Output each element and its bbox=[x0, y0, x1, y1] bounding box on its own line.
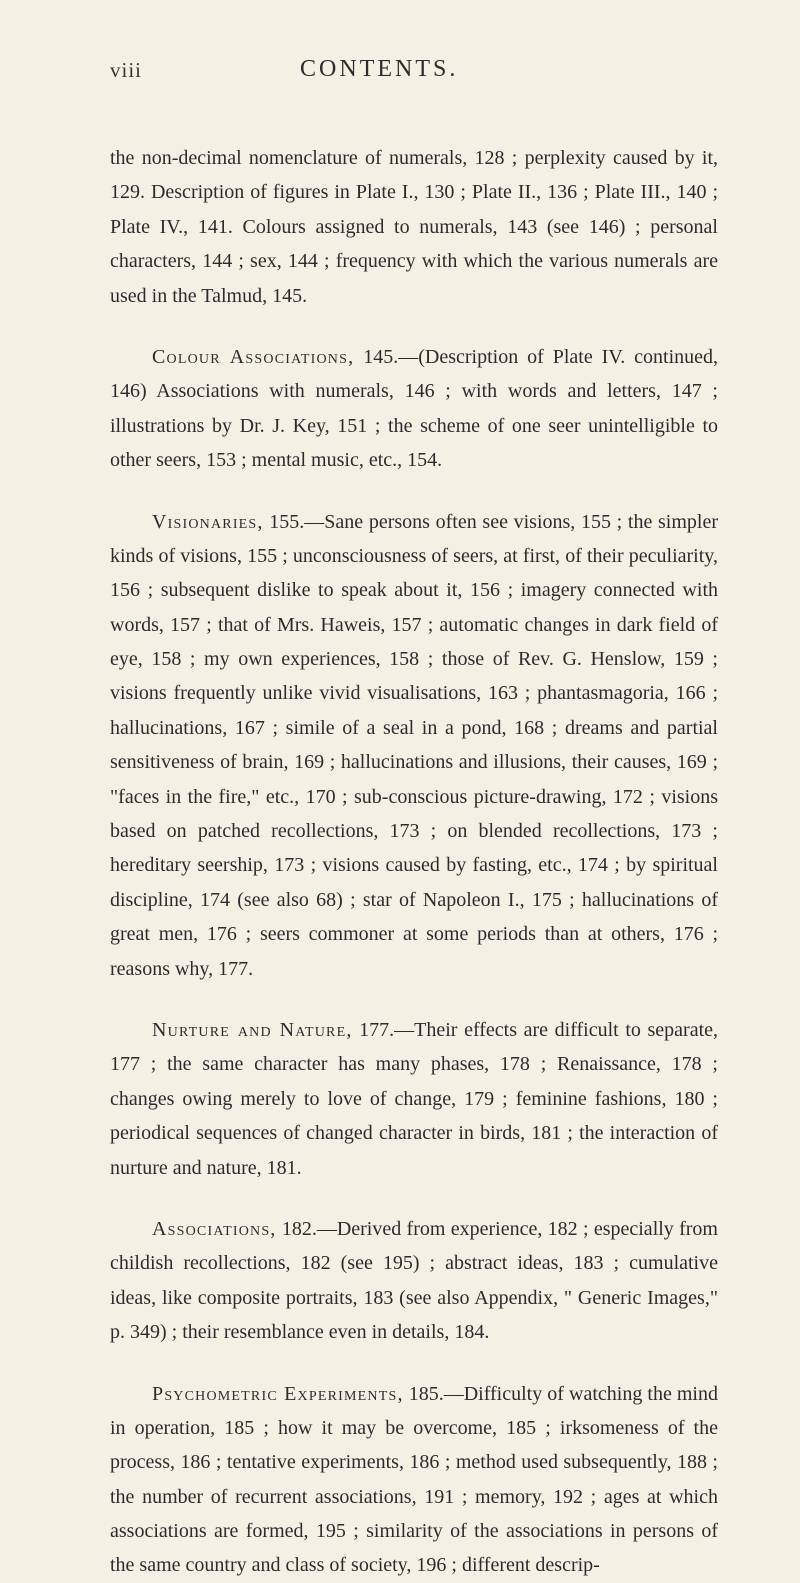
page-container: viii CONTENTS. the non-decimal nomenclat… bbox=[0, 0, 800, 1359]
section-head-associations: Associations, bbox=[152, 1218, 277, 1240]
paragraph-nurture-nature: Nurture and Nature, 177.—Their effects a… bbox=[110, 1013, 718, 1185]
section-body-nurture: 177.—Their effects are difficult to sepa… bbox=[110, 1019, 718, 1179]
section-body-psychometric: 185.—Difficulty of watching the mind in … bbox=[110, 1383, 718, 1577]
section-head-visionaries: Visionaries, bbox=[152, 511, 264, 533]
section-head-nurture: Nurture and Nature, bbox=[152, 1019, 353, 1041]
section-head-psychometric: Psychometric Experiments, bbox=[152, 1383, 404, 1405]
section-body-visionaries: 155.—Sane persons often see visions, 155… bbox=[110, 511, 718, 980]
page-number: viii bbox=[110, 58, 142, 83]
paragraph-psychometric: Psychometric Experiments, 185.—Difficult… bbox=[110, 1377, 718, 1583]
page-header: viii CONTENTS. bbox=[110, 56, 718, 83]
paragraph-colour-associations: Colour Associations, 145.—(Description o… bbox=[110, 340, 718, 478]
paragraph-visionaries: Visionaries, 155.—Sane persons often see… bbox=[110, 505, 718, 986]
paragraph-intro: the non-decimal nomenclature of numerals… bbox=[110, 141, 718, 313]
page-title: CONTENTS. bbox=[300, 56, 458, 83]
section-head-colour: Colour Associations, bbox=[152, 346, 354, 368]
paragraph-associations: Associations, 182.—Derived from experien… bbox=[110, 1212, 718, 1350]
